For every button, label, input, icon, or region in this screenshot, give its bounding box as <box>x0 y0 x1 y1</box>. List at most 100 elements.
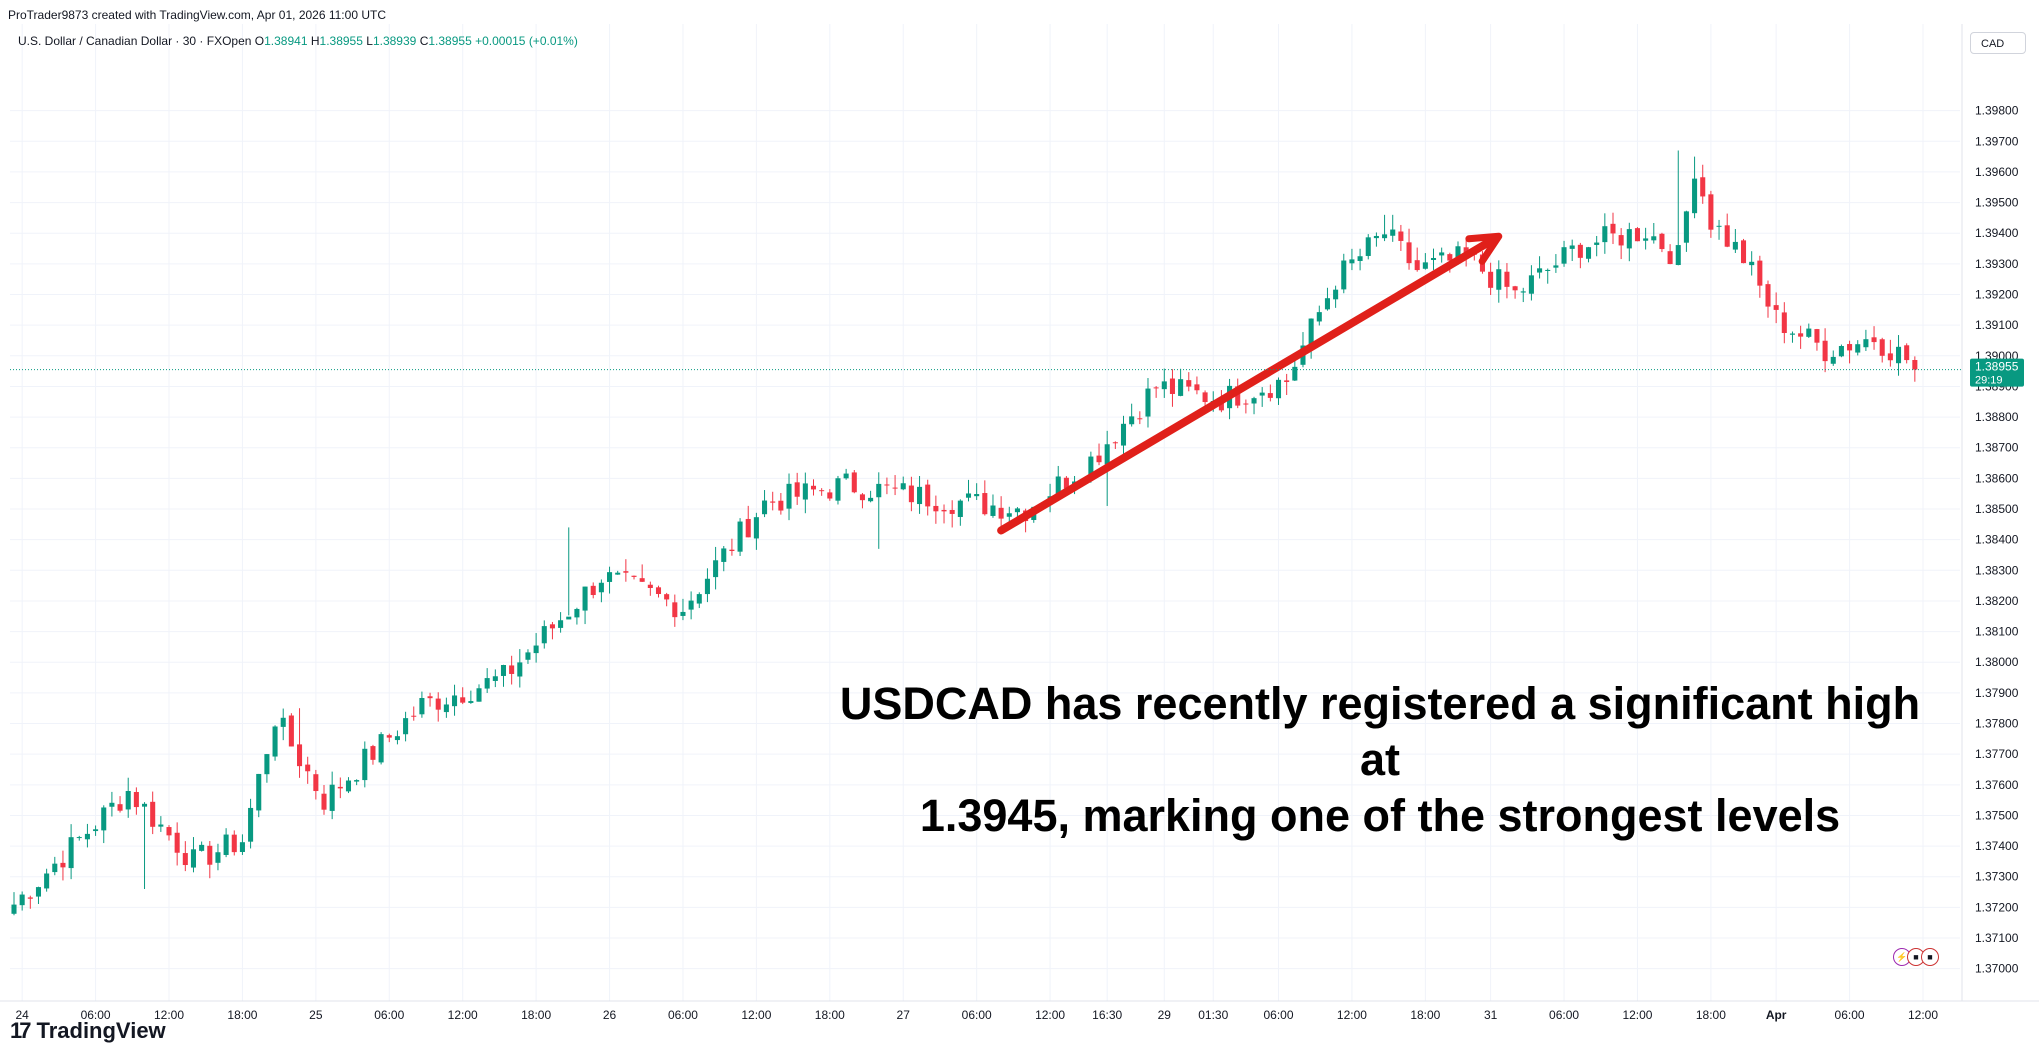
candle-body <box>1324 298 1330 310</box>
candle-body <box>892 487 898 489</box>
candle-body <box>810 485 817 490</box>
candle-body <box>990 505 996 516</box>
candle-body <box>1063 477 1069 489</box>
candle-series <box>11 150 1918 916</box>
event-us-flag-icon[interactable]: ■ <box>1907 948 1925 966</box>
x-tick-label: 06:00 <box>962 1008 992 1022</box>
candle-body <box>1773 305 1779 310</box>
candle-body <box>1284 380 1290 382</box>
candle-body <box>386 735 392 738</box>
candle-body <box>1789 333 1795 335</box>
trend-arrow-shaft <box>997 237 1495 535</box>
annotation-line-1: USDCAD has recently registered a signifi… <box>839 678 1921 785</box>
event-lightning-icon[interactable]: ⚡ <box>1893 948 1911 966</box>
open-label: O <box>254 34 265 48</box>
x-tick-label: 24 <box>15 1008 29 1022</box>
candle-body <box>696 594 702 604</box>
candle-body <box>835 478 841 501</box>
x-tick-label: 01:30 <box>1198 1008 1228 1022</box>
candle-body <box>1120 423 1127 446</box>
candle-body <box>1577 244 1583 258</box>
currency-selector[interactable]: CAD <box>1970 32 2026 54</box>
y-tick-label: 1.37300 <box>1975 870 2019 884</box>
candle-body <box>582 586 588 611</box>
candle-body <box>1333 289 1339 300</box>
symbol-title[interactable]: U.S. Dollar / Canadian Dollar · 30 · FXO… <box>18 34 252 48</box>
candle-body <box>1104 444 1110 465</box>
candle-body <box>884 484 890 486</box>
candle-body <box>1602 226 1608 243</box>
candle-body <box>84 833 90 840</box>
candle-body <box>1178 379 1184 396</box>
candle-body <box>1814 329 1820 343</box>
brand-name: TradingView <box>36 1018 166 1043</box>
candle-body <box>786 483 792 509</box>
candle-body <box>182 853 188 866</box>
candle-body <box>876 483 882 498</box>
candle-body <box>1732 241 1738 250</box>
candle-body <box>1202 392 1208 403</box>
candle-body <box>492 676 498 681</box>
candle-body <box>19 894 25 906</box>
candle-body <box>403 718 409 735</box>
trend-arrow <box>997 232 1503 535</box>
candle-body <box>949 509 955 514</box>
y-tick-label: 1.38200 <box>1975 594 2019 608</box>
candle-body <box>1398 231 1404 241</box>
candle-body <box>329 784 335 811</box>
y-tick-label: 1.37900 <box>1975 686 2019 700</box>
last-price-badge <box>1970 358 2024 387</box>
candle-body <box>1145 388 1151 417</box>
close-value: 1.38955 <box>428 34 472 48</box>
candle-body <box>1798 333 1804 337</box>
x-tick-label: 12:00 <box>1908 1008 1938 1022</box>
last-price-label: 1.38955 <box>1975 360 2019 374</box>
x-tick-label: 26 <box>603 1008 617 1022</box>
candle-body <box>117 804 123 811</box>
candle-body <box>566 616 572 620</box>
candle-body <box>345 780 352 792</box>
event-us-flag-icon[interactable]: ■ <box>1921 948 1939 966</box>
grid-lines <box>10 24 1960 1001</box>
candle-body <box>549 624 555 629</box>
candle-body <box>1561 247 1567 264</box>
chart-area[interactable]: 1.37000 1.37100 1.37200 1.37300 1.37400 1.375… <box>0 24 2039 1029</box>
y-tick-label: 1.37200 <box>1975 900 2019 914</box>
candle-body <box>1904 345 1910 361</box>
tradingview-brand[interactable]: 17 TradingView <box>10 1018 166 1044</box>
economic-events[interactable]: ⚡ ■ ■ <box>1893 948 1939 966</box>
candle-body <box>1708 194 1714 230</box>
candle-body <box>1806 328 1812 337</box>
candle-body <box>1838 346 1844 357</box>
candle-body <box>590 585 596 596</box>
candle-body <box>957 500 963 517</box>
candle-body <box>1096 455 1102 463</box>
candle-body <box>1830 356 1836 364</box>
candle-body <box>1055 476 1061 497</box>
candle-body <box>313 774 319 792</box>
y-tick-label: 1.39200 <box>1975 288 2019 302</box>
candle-body <box>1675 245 1681 266</box>
candle-body <box>672 602 678 618</box>
candle-body <box>1496 269 1502 290</box>
candle-body <box>525 652 531 660</box>
candle-body <box>1153 387 1159 389</box>
candle-body <box>713 560 719 578</box>
symbol-legend[interactable]: U.S. Dollar / Canadian Dollar · 30 · FXO… <box>18 34 578 48</box>
high-label: H <box>310 34 320 48</box>
candle-body <box>476 688 482 702</box>
candle-body <box>770 501 776 503</box>
candle-body <box>1594 242 1600 245</box>
candle-body <box>158 824 164 827</box>
change-value: +0.00015 (+0.01%) <box>475 34 578 48</box>
annotation-line-2: 1.3945, marking one of the strongest lev… <box>919 790 1841 841</box>
candle-body <box>1545 269 1551 271</box>
candle-body <box>639 578 645 582</box>
candle-body <box>35 887 42 897</box>
x-tick-label: 29 <box>1158 1008 1172 1022</box>
candle-body <box>1749 261 1755 266</box>
candlestick-chart[interactable]: 1.37000 1.37100 1.37200 1.37300 1.37400 1.375… <box>0 24 2039 1029</box>
candle-body <box>607 572 613 582</box>
candle-body <box>1414 260 1420 271</box>
x-tick-label: 18:00 <box>815 1008 845 1022</box>
